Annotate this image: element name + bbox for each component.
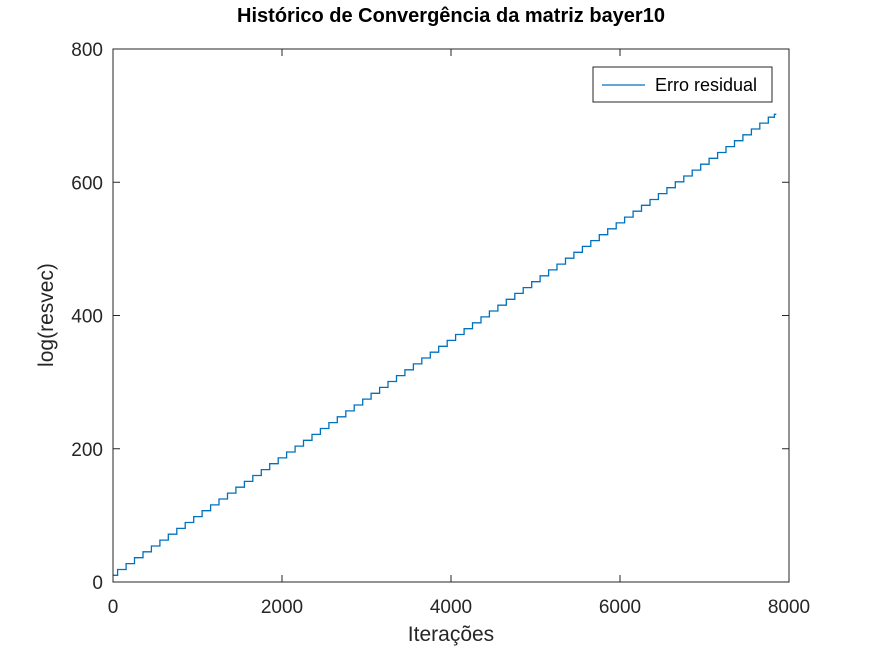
chart-title: Histórico de Convergência da matriz baye… xyxy=(237,5,665,27)
plot-border xyxy=(112,48,790,583)
x-tick-label: 6000 xyxy=(599,597,641,618)
x-tick-label: 2000 xyxy=(261,597,303,618)
y-axis-label: log(resvec) xyxy=(35,263,58,367)
x-tick-label: 8000 xyxy=(768,597,810,618)
x-tick-label: 4000 xyxy=(430,597,472,618)
legend-label: Erro residual xyxy=(655,75,757,95)
plot-area xyxy=(113,49,789,582)
series-layer xyxy=(113,113,777,576)
x-axis-label: Iterações xyxy=(408,623,494,646)
y-tick-label: 800 xyxy=(71,40,103,61)
y-tick-label: 600 xyxy=(71,173,103,194)
tick-label-layer: 0 2000 4000 6000 8000 0 200 400 600 800 xyxy=(71,40,810,618)
x-tick-label: 0 xyxy=(108,597,119,618)
y-tick-label: 0 xyxy=(92,573,103,594)
y-tick-label: 200 xyxy=(71,440,103,461)
series-line xyxy=(113,113,777,576)
legend: Erro residual xyxy=(592,66,773,103)
y-tick-label: 400 xyxy=(71,307,103,328)
